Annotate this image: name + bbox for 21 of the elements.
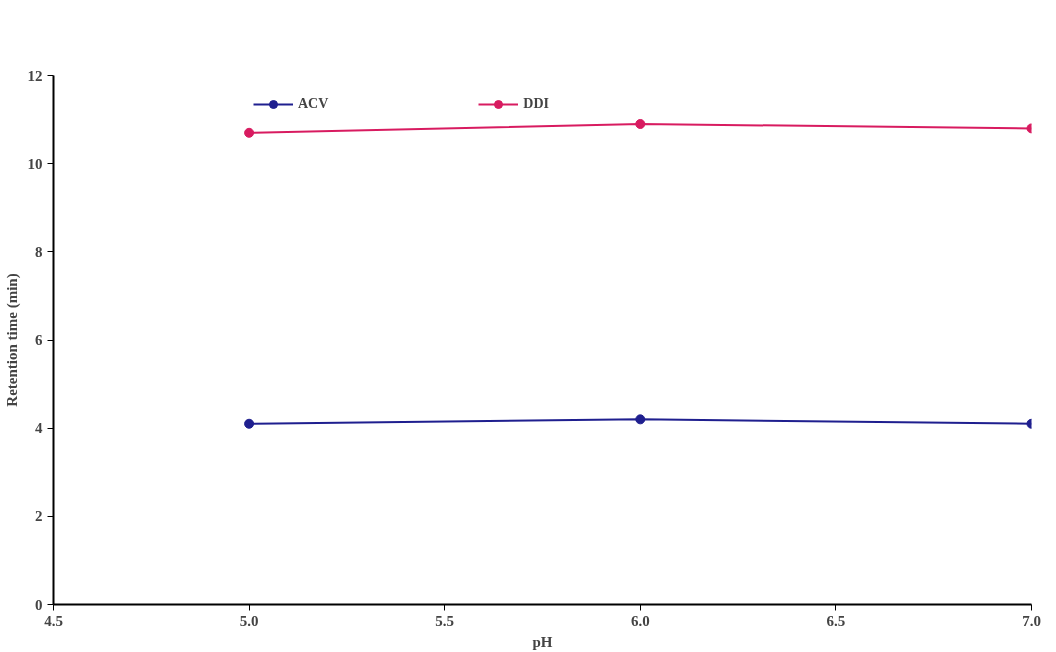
point [244, 127, 255, 138]
legend-label: DDI [523, 96, 550, 112]
y-tick-label: 0 [35, 596, 43, 613]
y-tick-label: 6 [35, 332, 43, 348]
legend-label: ACV [298, 96, 329, 112]
x-axis-title: pH [532, 633, 553, 650]
x-tick-label: 6.0 [630, 612, 650, 629]
x-tick-label: 5.0 [239, 612, 259, 629]
y-tick-label: 2 [35, 508, 43, 525]
x-tick-label: 7.0 [1022, 612, 1041, 629]
point [635, 119, 646, 129]
x-tick-label: 5.5 [435, 612, 455, 629]
y-tick-label: 8 [35, 243, 43, 260]
y-axis-title: Retention time (min) [3, 273, 21, 407]
x-tick-label: 6.5 [826, 612, 846, 629]
x-tick-label: 4.5 [44, 612, 63, 629]
y-tick-label: 12 [27, 67, 43, 84]
point [635, 414, 646, 425]
y-tick-label: 10 [27, 155, 43, 172]
point [244, 418, 255, 429]
y-tick-label: 4 [35, 420, 43, 437]
